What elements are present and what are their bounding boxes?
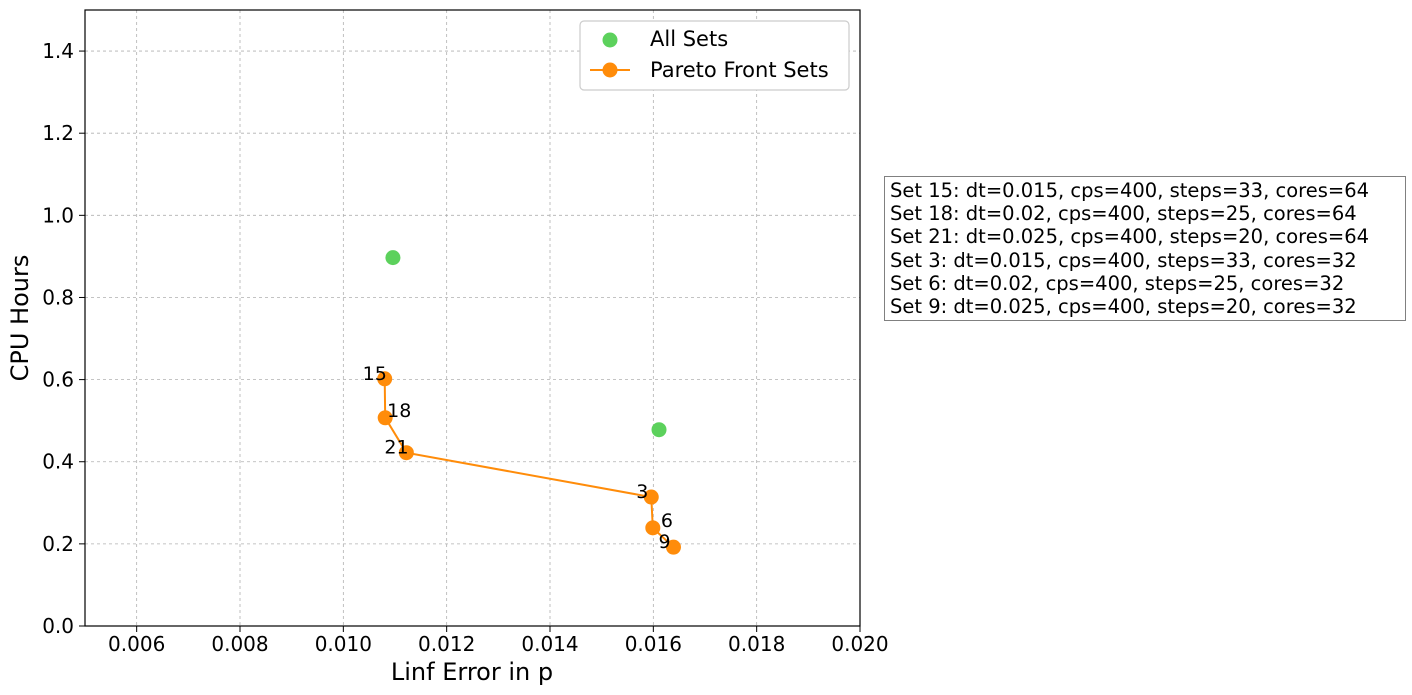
legend-label-pareto-front-sets: Pareto Front Sets: [650, 58, 829, 82]
pareto-point: [665, 539, 681, 555]
pareto-point: [398, 445, 414, 461]
set-details-line: Set 15: dt=0.015, cps=400, steps=33, cor…: [890, 179, 1370, 202]
pareto-point-label: 21: [384, 437, 408, 459]
pareto-point-label: 9: [658, 531, 670, 553]
pareto-front-line: [383, 378, 675, 548]
y-tick-label: 0.8: [42, 285, 74, 309]
x-tick-label: 0.020: [831, 632, 888, 656]
x-tick-label: 0.008: [211, 632, 268, 656]
set-details-line: Set 3: dt=0.015, cps=400, steps=33, core…: [890, 248, 1357, 272]
x-tick-label: 0.010: [315, 632, 372, 656]
y-tick-label: 0.2: [42, 532, 74, 556]
pareto-point: [377, 371, 393, 387]
legend-marker-pareto-front-sets: [602, 62, 618, 78]
y-tick-label: 0.0: [42, 614, 74, 638]
y-tick-label: 1.4: [42, 39, 74, 63]
x-tick-label: 0.012: [418, 632, 475, 656]
set-details-line: Set 18: dt=0.02, cps=400, steps=25, core…: [890, 202, 1357, 226]
x-tick-label: 0.016: [625, 632, 682, 656]
x-axis-label: Linf Error in p: [391, 658, 553, 686]
y-tick-label: 1.0: [42, 203, 74, 227]
x-tick-label: 0.014: [521, 632, 578, 656]
x-tick-label: 0.006: [108, 632, 165, 656]
all-sets-point: [651, 422, 667, 438]
pareto-point: [643, 489, 659, 505]
pareto-point-label: 3: [636, 481, 648, 503]
y-tick-label: 0.4: [42, 450, 74, 474]
legend: All Sets Pareto Front Sets: [579, 20, 850, 91]
x-tick-label: 0.018: [728, 632, 785, 656]
set-details-line: Set 9: dt=0.025, cps=400, steps=20, core…: [890, 295, 1357, 319]
pareto-point-label: 6: [661, 510, 673, 532]
set-details-box: Set 15: dt=0.015, cps=400, steps=33, cor…: [884, 176, 1406, 321]
y-tick-label: 0.6: [42, 368, 74, 392]
set-details-line: Set 21: dt=0.025, cps=400, steps=20, cor…: [890, 225, 1370, 249]
pareto-point: [645, 520, 661, 536]
y-tick-label: 1.2: [42, 121, 74, 145]
set-details-line: Set 6: dt=0.02, cps=400, steps=25, cores…: [890, 271, 1345, 295]
pareto-point-label: 15: [363, 363, 387, 385]
legend-frame: [579, 20, 850, 91]
legend-label-all-sets: All Sets: [650, 27, 728, 51]
y-axis-label: CPU Hours: [6, 255, 34, 382]
grid-layer: [85, 10, 861, 627]
pareto-point: [377, 410, 393, 426]
tick-layer: 0.006 0.008 0.010 0.012 0.014 0.016 0.018 0.020…: [42, 39, 888, 656]
all-sets-point: [385, 250, 401, 266]
plot-frame: [84, 9, 861, 627]
legend-marker-all-sets: [602, 32, 618, 48]
pareto-point-label: 18: [387, 400, 411, 422]
